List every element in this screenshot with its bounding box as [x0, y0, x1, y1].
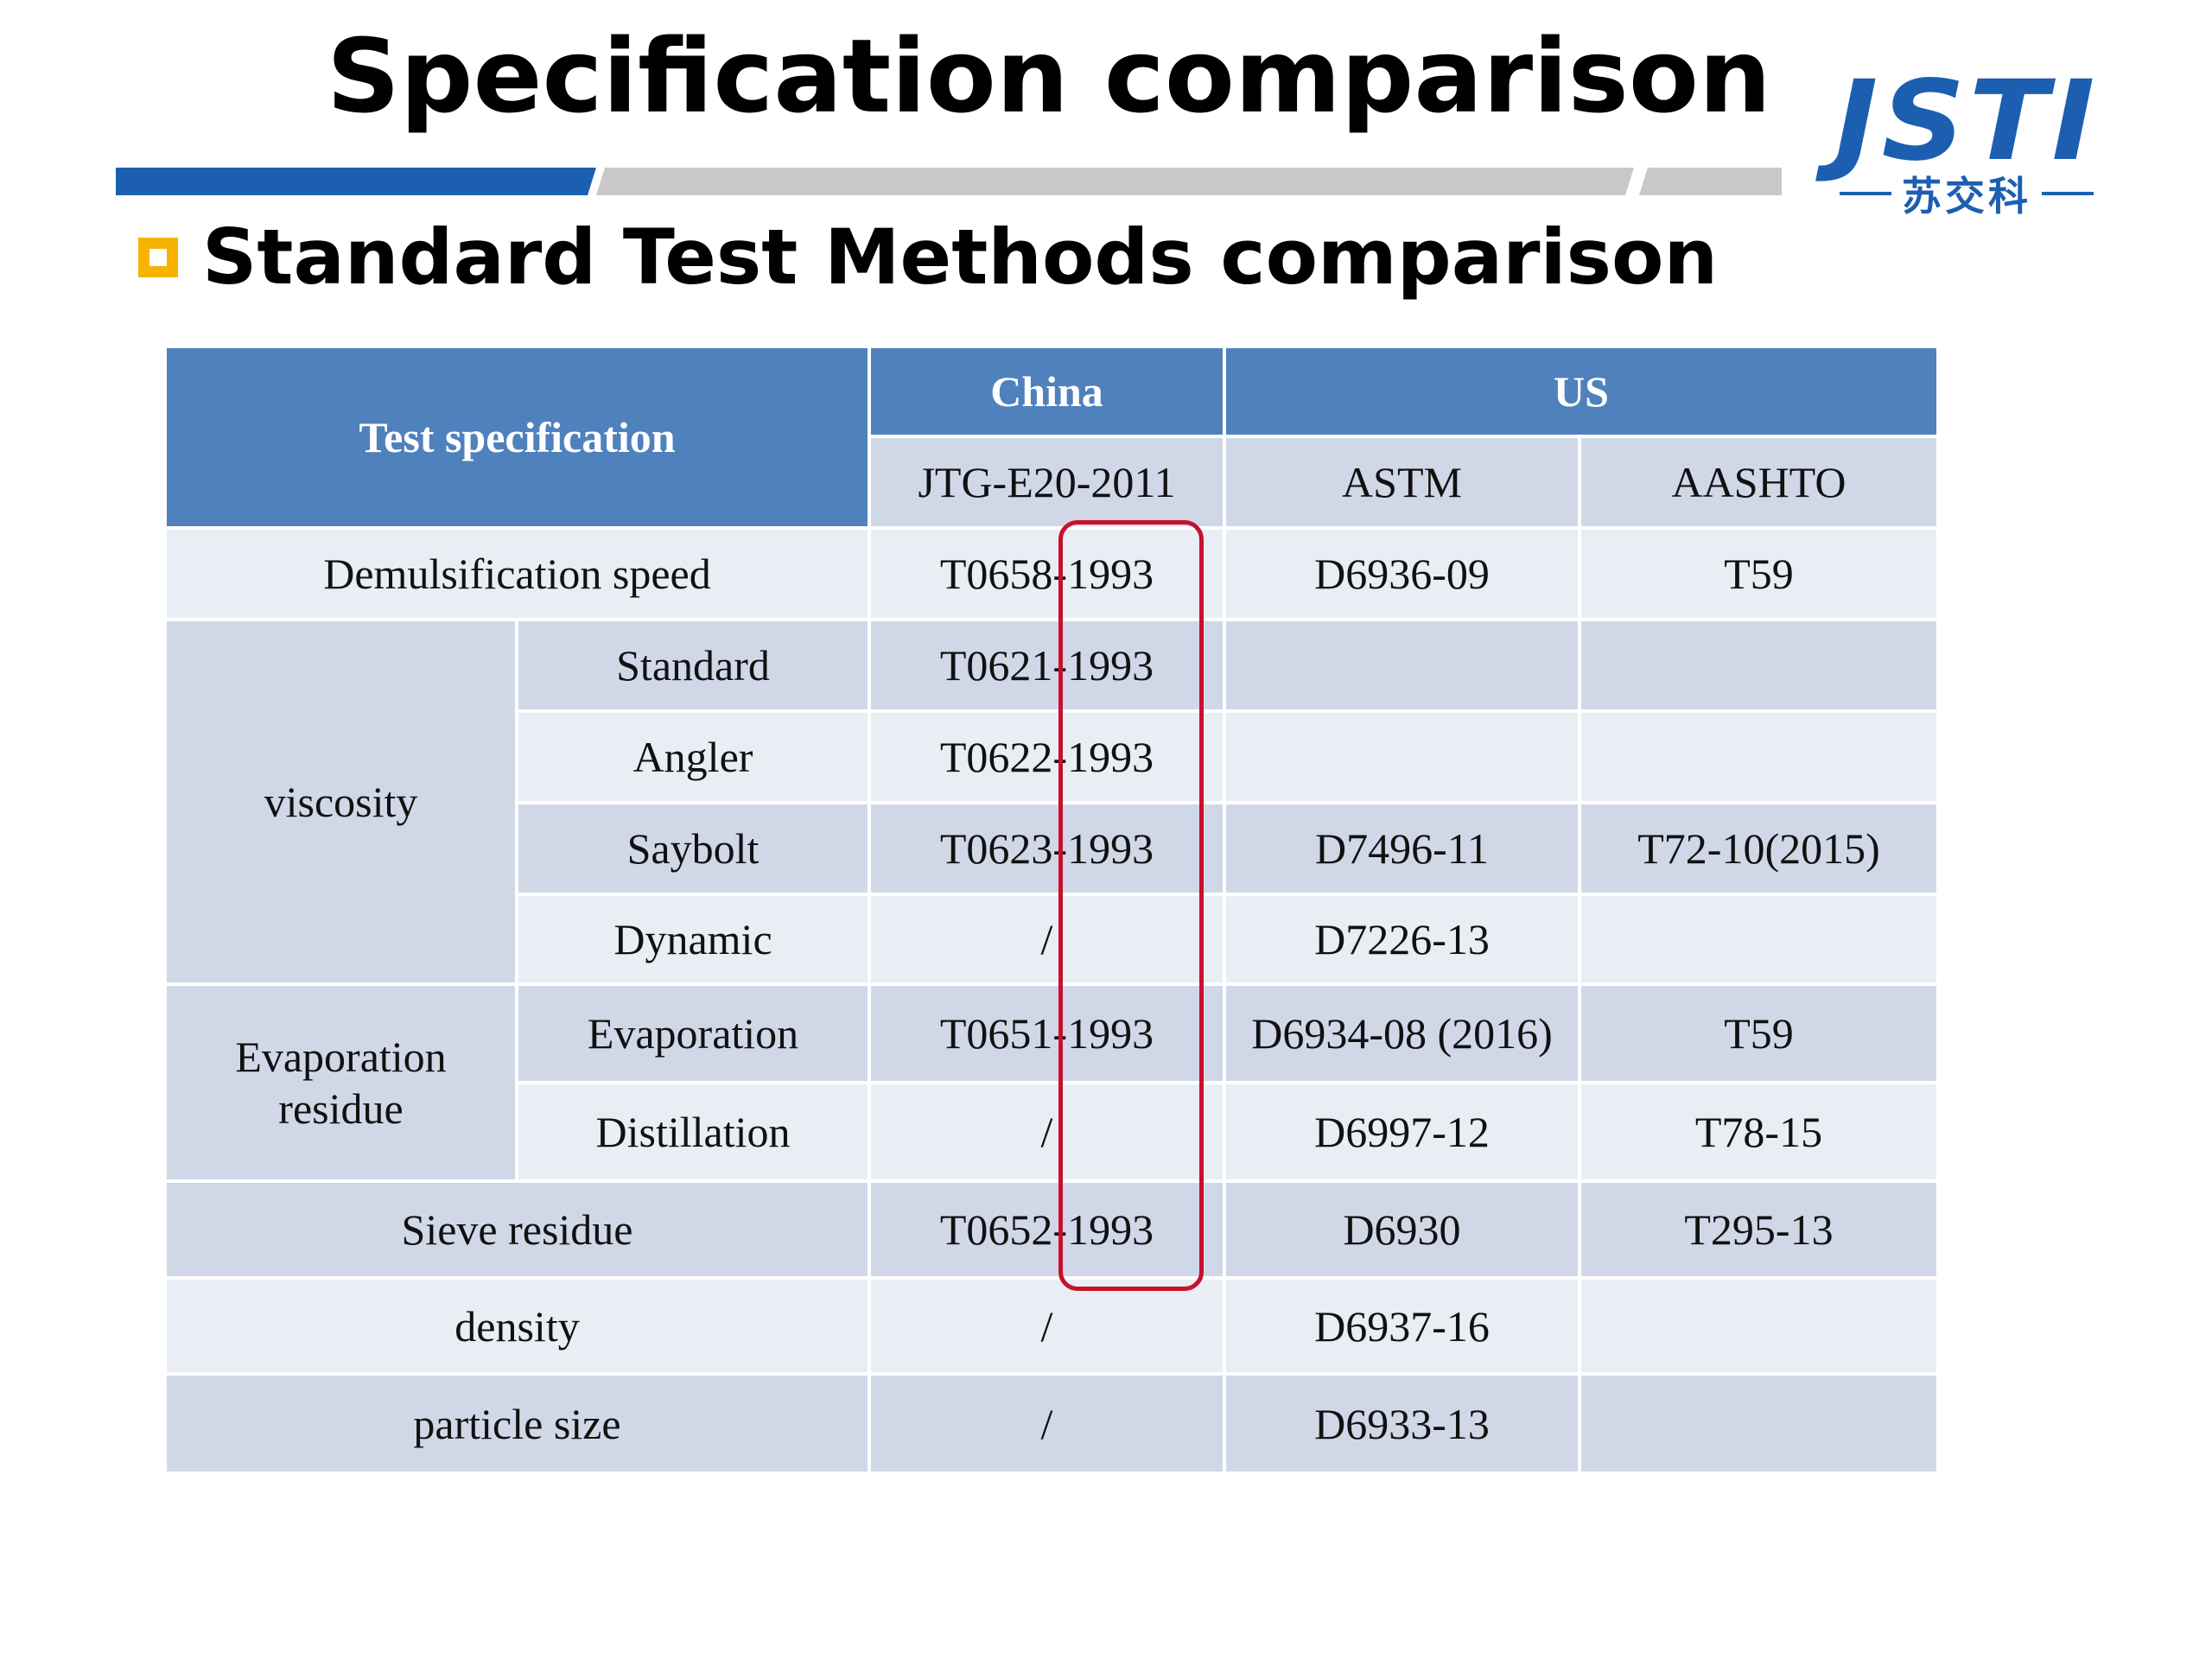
table-cell-astm	[1226, 713, 1578, 801]
header-china: China	[871, 348, 1223, 435]
table-cell-sub: Standard	[518, 621, 868, 709]
header-us: US	[1226, 348, 1936, 435]
slide-title: Specification comparison	[327, 16, 1771, 136]
logo-mark: JSTI	[1834, 57, 2099, 186]
table-cell-astm: D7226-13	[1226, 896, 1578, 982]
table-cell-astm: D6936-09	[1226, 530, 1578, 618]
table-cell-china: /	[871, 1280, 1223, 1372]
title-bar-gray	[596, 168, 1634, 195]
table-cell-astm	[1226, 621, 1578, 709]
table-cell-astm: D7496-11	[1226, 804, 1578, 893]
table-cell-spec: Sieve residue	[167, 1183, 868, 1276]
table-cell-aashto: T295-13	[1581, 1183, 1936, 1276]
table-cell-astm: D6937-16	[1226, 1280, 1578, 1372]
table-cell-aashto: T59	[1581, 530, 1936, 618]
logo-divider-left	[1840, 192, 1891, 195]
table-cell-astm: D6933-13	[1226, 1376, 1578, 1471]
table-cell-sub: Saybolt	[518, 804, 868, 893]
table-cell-china: T0651-1993	[871, 986, 1223, 1081]
square-bullet-icon	[138, 238, 178, 277]
table-cell-aashto	[1581, 621, 1936, 709]
table-cell-aashto: T72-10(2015)	[1581, 804, 1936, 893]
table-cell-china: T0658-1993	[871, 530, 1223, 618]
table-cell-aashto	[1581, 1280, 1936, 1372]
table-cell-spec: Demulsification speed	[167, 530, 868, 618]
title-bar-blue	[116, 168, 596, 195]
header-test-specification: Test specification	[167, 348, 868, 526]
header-astm: ASTM	[1226, 438, 1578, 526]
table-cell-sub: Angler	[518, 713, 868, 801]
header-jtg: JTG-E20-2011	[871, 438, 1223, 526]
table-cell-astm: D6930	[1226, 1183, 1578, 1276]
table-cell-aashto: T78-15	[1581, 1084, 1936, 1179]
table-cell-aashto	[1581, 896, 1936, 982]
table-cell-aashto	[1581, 1376, 1936, 1471]
table-cell-china: /	[871, 1084, 1223, 1179]
group-evaporation-residue: Evaporation residue	[167, 986, 515, 1179]
logo-subline: 苏交科	[1811, 168, 2122, 219]
title-bar-gray-end	[1639, 168, 1782, 195]
table-cell-china: T0652-1993	[871, 1183, 1223, 1276]
table-cell-china: T0622-1993	[871, 713, 1223, 801]
section-heading-text: Standard Test Methods comparison	[202, 213, 1719, 302]
logo-chinese: 苏交科	[1902, 173, 2031, 219]
section-heading: Standard Test Methods comparison	[138, 213, 1718, 302]
table-cell-china: T0621-1993	[871, 621, 1223, 709]
table-cell-sub: Evaporation	[518, 986, 868, 1081]
table-cell-sub: Dynamic	[518, 896, 868, 982]
group-viscosity: viscosity	[167, 621, 515, 982]
comparison-table: Test specification China US JTG-E20-2011…	[167, 348, 1936, 1471]
table-cell-china: /	[871, 896, 1223, 982]
table-cell-astm: D6997-12	[1226, 1084, 1578, 1179]
title-underline-bar	[116, 168, 1782, 195]
logo-divider-right	[2042, 192, 2094, 195]
table-cell-aashto	[1581, 713, 1936, 801]
table-cell-spec: density	[167, 1280, 868, 1372]
header-aashto: AASHTO	[1581, 438, 1936, 526]
company-logo: JSTI 苏交科	[1811, 67, 2122, 221]
year-highlight-box	[1058, 520, 1204, 1291]
table-cell-china: /	[871, 1376, 1223, 1471]
table-cell-aashto: T59	[1581, 986, 1936, 1081]
table-cell-sub: Distillation	[518, 1084, 868, 1179]
table-cell-spec: particle size	[167, 1376, 868, 1471]
table-cell-astm: D6934-08 (2016)	[1226, 986, 1578, 1081]
table-cell-china: T0623-1993	[871, 804, 1223, 893]
